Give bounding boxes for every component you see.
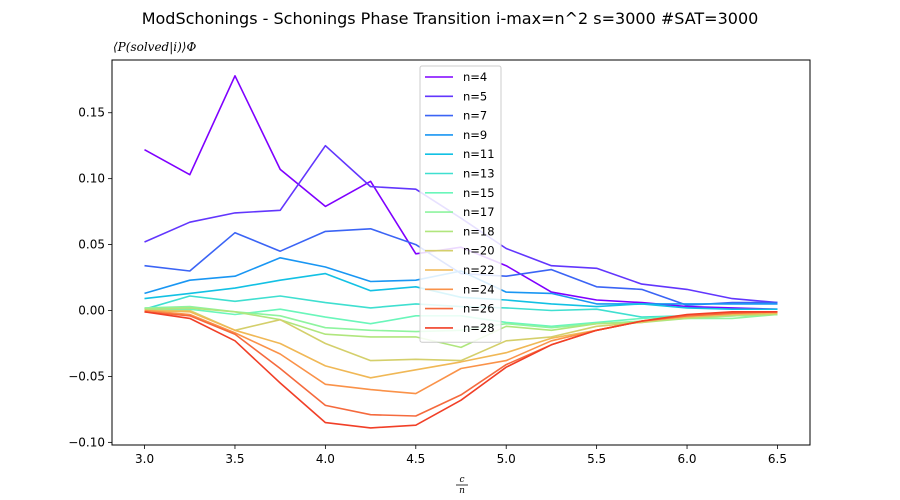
x-tick-label: 6.5 [768, 452, 787, 466]
y-tick-label: 0.15 [78, 106, 105, 120]
axes: 3.0 3.5 4.0 4.5 5.0 5.5 6.0 6.5 −0.10 −0.05 0.00 0.… [68, 59, 811, 466]
chart-title: ModSchonings - Schonings Phase Transitio… [142, 9, 759, 28]
x-axis-label: c n [456, 475, 468, 496]
series-line-n-18 [144, 307, 778, 349]
series-line-n-26 [144, 311, 778, 417]
series-line-n-28 [144, 310, 778, 429]
legend-entry-label: n=20 [463, 244, 495, 258]
y-tick-label: 0.05 [78, 238, 105, 252]
legend-entry-label: n=24 [463, 282, 495, 296]
y-axis-label: ⟨P(solved|i)⟩Φ [113, 40, 196, 54]
legend-entry-label: n=28 [463, 321, 495, 335]
legend: n=4 n=5 n=7 n=9 n=11 n=13 n=15 n=17 n=18 n=20 n=22… [419, 65, 502, 343]
x-axis-label-numerator: c [459, 475, 464, 485]
legend-entry-label: n=7 [463, 109, 487, 123]
legend-entry-label: n=9 [463, 128, 487, 142]
x-tick-label: 3.0 [135, 452, 154, 466]
x-tick-label: 6.0 [677, 452, 696, 466]
y-tick-label: −0.10 [68, 435, 105, 449]
legend-entry-label: n=15 [463, 186, 495, 200]
x-tick-label: 5.5 [587, 452, 606, 466]
x-tick-label: 5.0 [497, 452, 516, 466]
legend-entry-label: n=26 [463, 302, 495, 316]
x-tick-label: 4.0 [316, 452, 335, 466]
x-tick-label: 3.5 [225, 452, 244, 466]
y-tick-label: 0.10 [78, 172, 105, 186]
legend-entry-label: n=18 [463, 224, 495, 238]
plot-frame [111, 59, 811, 446]
legend-entry-label: n=5 [463, 89, 487, 103]
series-line-n-22 [144, 309, 778, 379]
legend-entry-label: n=17 [463, 205, 495, 219]
y-tick-label: 0.00 [78, 304, 105, 318]
x-axis-label-denominator: n [459, 486, 465, 496]
legend-entry-label: n=4 [463, 70, 487, 84]
legend-entry-label: n=13 [463, 167, 495, 181]
legend-entry-label: n=22 [463, 263, 495, 277]
x-tick-label: 4.5 [406, 452, 425, 466]
legend-entry-label: n=11 [463, 147, 495, 161]
y-tick-label: −0.05 [68, 369, 105, 383]
